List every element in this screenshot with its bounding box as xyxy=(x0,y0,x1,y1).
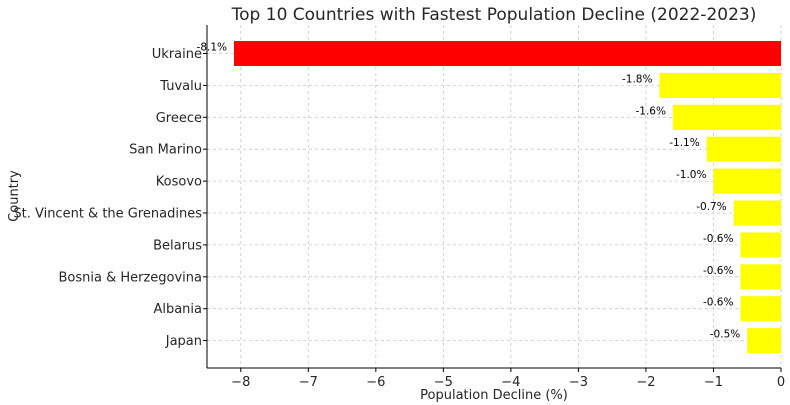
y-tick-label: Kosovo xyxy=(156,175,202,190)
x-tick-label: 0 xyxy=(777,375,785,390)
data-label: -1.1% xyxy=(669,137,699,149)
y-axis-label: Country xyxy=(7,170,22,222)
x-tick-label: −4 xyxy=(501,375,520,390)
x-tick-label: −8 xyxy=(231,375,250,390)
data-label: -1.0% xyxy=(676,169,706,181)
x-ticks: −8 −7 −6 −5 −4 −3 −2 −1 0 xyxy=(231,368,785,390)
data-label: -0.5% xyxy=(710,329,740,341)
x-tick-label: −2 xyxy=(636,375,655,390)
data-label: -0.6% xyxy=(703,233,733,245)
y-tick-label: San Marino xyxy=(129,143,202,158)
bar xyxy=(659,72,781,98)
bar xyxy=(740,232,781,258)
y-tick-label: Belarus xyxy=(153,238,202,253)
bar xyxy=(234,41,781,66)
axes xyxy=(206,25,781,369)
y-tick-label: Tuvalu xyxy=(159,79,202,94)
y-ticks: Ukraine Tuvalu Greece San Marino Kosovo St. V… xyxy=(13,47,207,349)
data-label: -0.6% xyxy=(703,265,733,277)
data-label: -0.6% xyxy=(703,297,733,309)
y-tick-label: Ukraine xyxy=(152,47,202,62)
x-tick-label: −6 xyxy=(366,375,385,390)
x-axis-label: Population Decline (%) xyxy=(420,388,568,403)
y-tick-label: Albania xyxy=(153,302,202,317)
bar xyxy=(747,328,781,354)
data-labels: -8.1% -1.8% -1.6% -1.1% -1.0% -0.7% -0.6% -0.6%… xyxy=(197,42,741,341)
bar xyxy=(733,200,781,226)
y-tick-label: St. Vincent & the Grenadines xyxy=(13,207,202,222)
bar xyxy=(740,264,781,290)
chart-title: Top 10 Countries with Fastest Population… xyxy=(231,5,757,25)
bars xyxy=(234,41,781,354)
y-tick-label: Japan xyxy=(165,334,202,349)
y-tick-label: Bosnia & Herzegovina xyxy=(58,270,202,285)
data-label: -1.8% xyxy=(622,73,652,85)
x-tick-label: −1 xyxy=(704,375,723,390)
y-tick-label: Greece xyxy=(156,111,202,126)
bar xyxy=(740,296,781,322)
data-label: -0.7% xyxy=(696,201,726,213)
x-tick-label: −5 xyxy=(434,375,453,390)
bar xyxy=(672,104,781,130)
data-label: -8.1% xyxy=(197,42,227,54)
x-tick-label: −7 xyxy=(299,375,318,390)
x-tick-label: −3 xyxy=(569,375,588,390)
data-label: -1.6% xyxy=(635,105,665,117)
bar xyxy=(713,168,781,194)
bar xyxy=(706,136,781,162)
